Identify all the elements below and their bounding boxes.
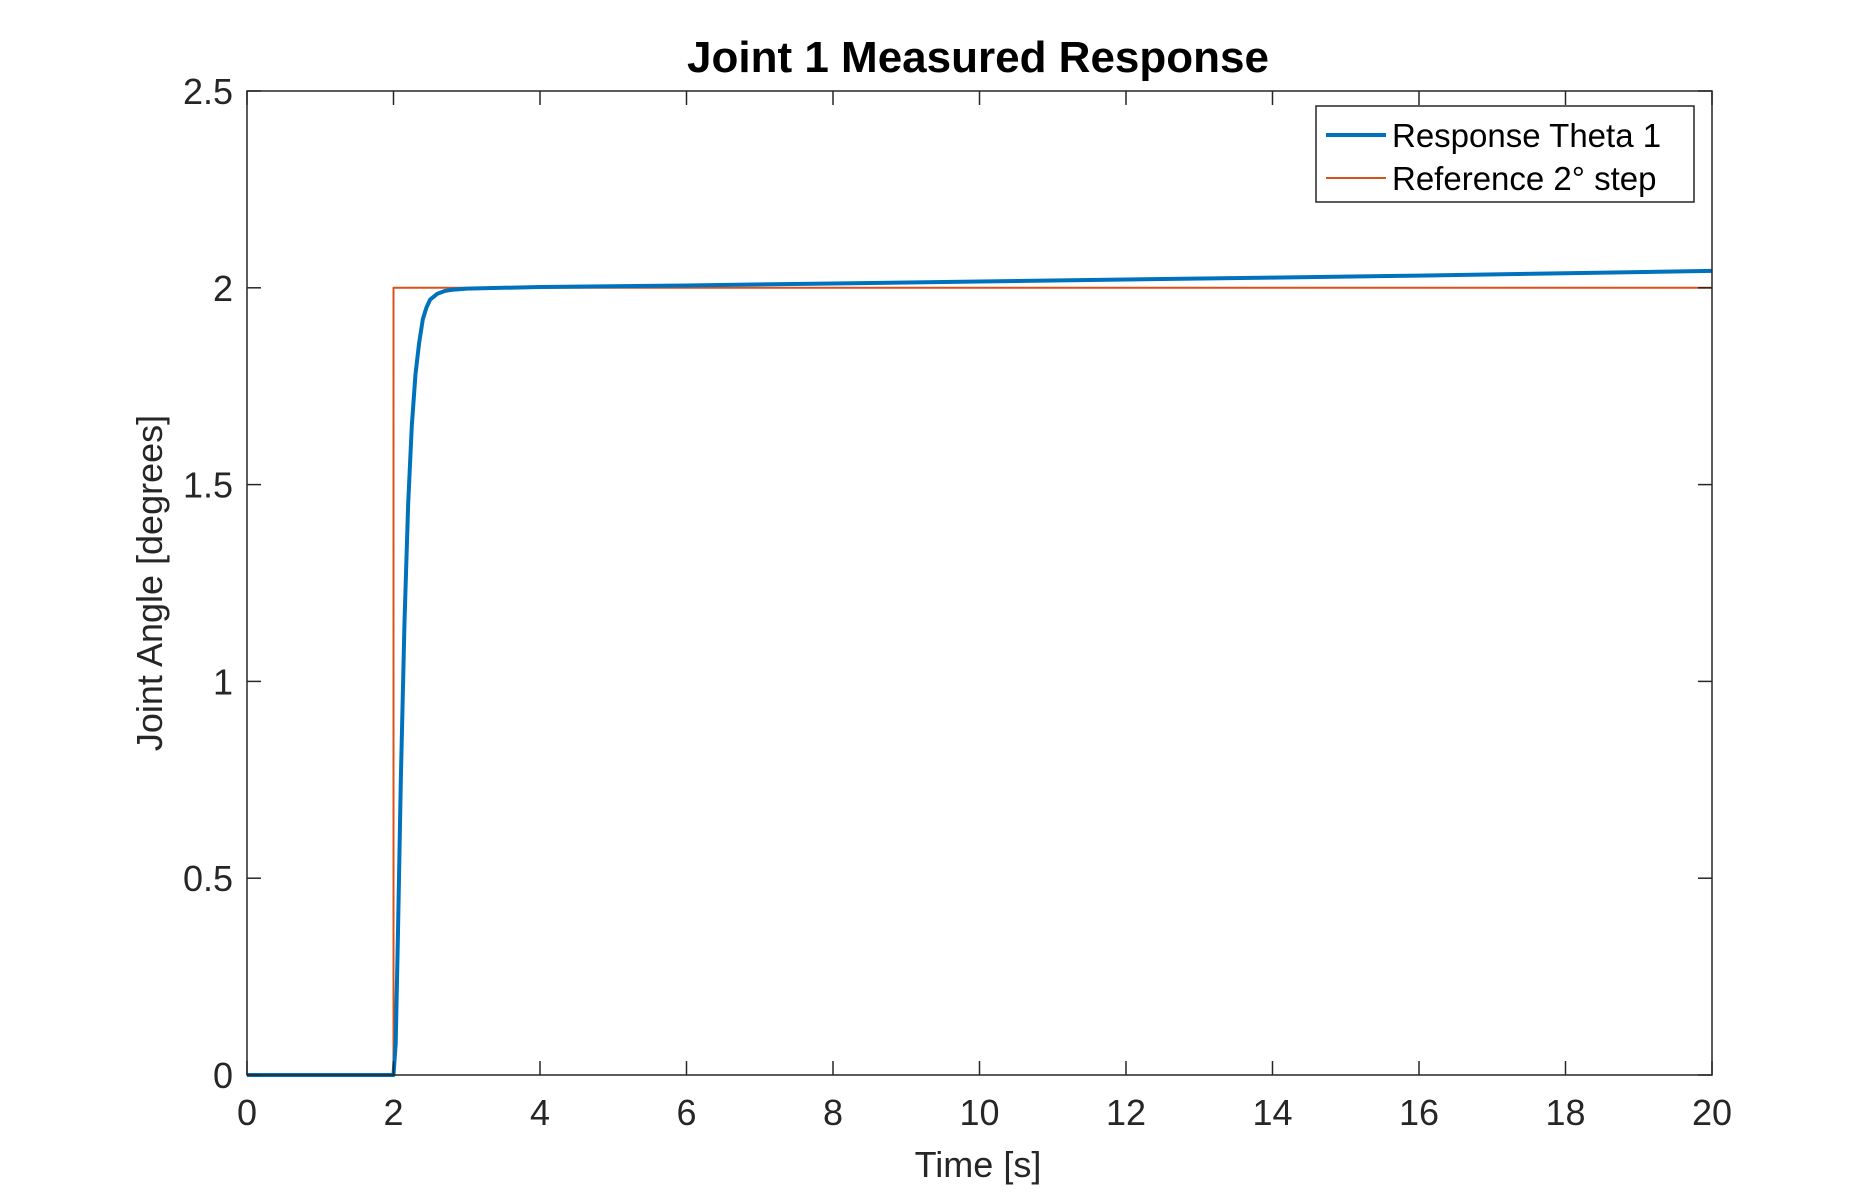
x-tick-label: 0 [237,1092,257,1133]
x-tick-label: 14 [1252,1092,1292,1133]
x-axis-label: Time [s] [915,1144,1042,1185]
x-tick-label: 8 [823,1092,843,1133]
x-tick-label: 18 [1545,1092,1585,1133]
x-tick-label: 2 [383,1092,403,1133]
x-tick-label: 12 [1106,1092,1146,1133]
legend-label-reference-step: Reference 2° step [1392,160,1657,197]
chart-title: Joint 1 Measured Response [687,33,1269,82]
series-line-response-theta-1 [247,268,1713,1077]
x-tick-label: 6 [676,1092,696,1133]
x-tick-label: 10 [959,1092,999,1133]
legend-box [1315,105,1695,203]
y-tick-label: 0.5 [183,858,233,899]
y-axis-label: Joint Angle [degrees] [129,415,170,751]
y-tick-label: 0 [213,1055,233,1096]
x-tick-label: 4 [530,1092,550,1133]
x-tick-label: 16 [1399,1092,1439,1133]
axes-background [247,91,1712,1075]
x-tick-label: 20 [1692,1092,1732,1133]
legend: Response Theta 1 Reference 2° step [1315,105,1695,203]
plot-area: 0 2 4 6 8 10 12 14 16 18 20 0 0.5 1 1.5 2 2.5 [183,71,1732,1133]
legend-label-response-theta-1: Response Theta 1 [1392,117,1661,154]
ticks-layer: 0 2 4 6 8 10 12 14 16 18 20 0 0.5 1 1.5 2 2.5 [183,71,1732,1133]
y-tick-label: 2 [213,268,233,309]
y-tick-label: 2.5 [183,71,233,112]
y-tick-label: 1.5 [183,465,233,506]
y-tick-label: 1 [213,661,233,702]
